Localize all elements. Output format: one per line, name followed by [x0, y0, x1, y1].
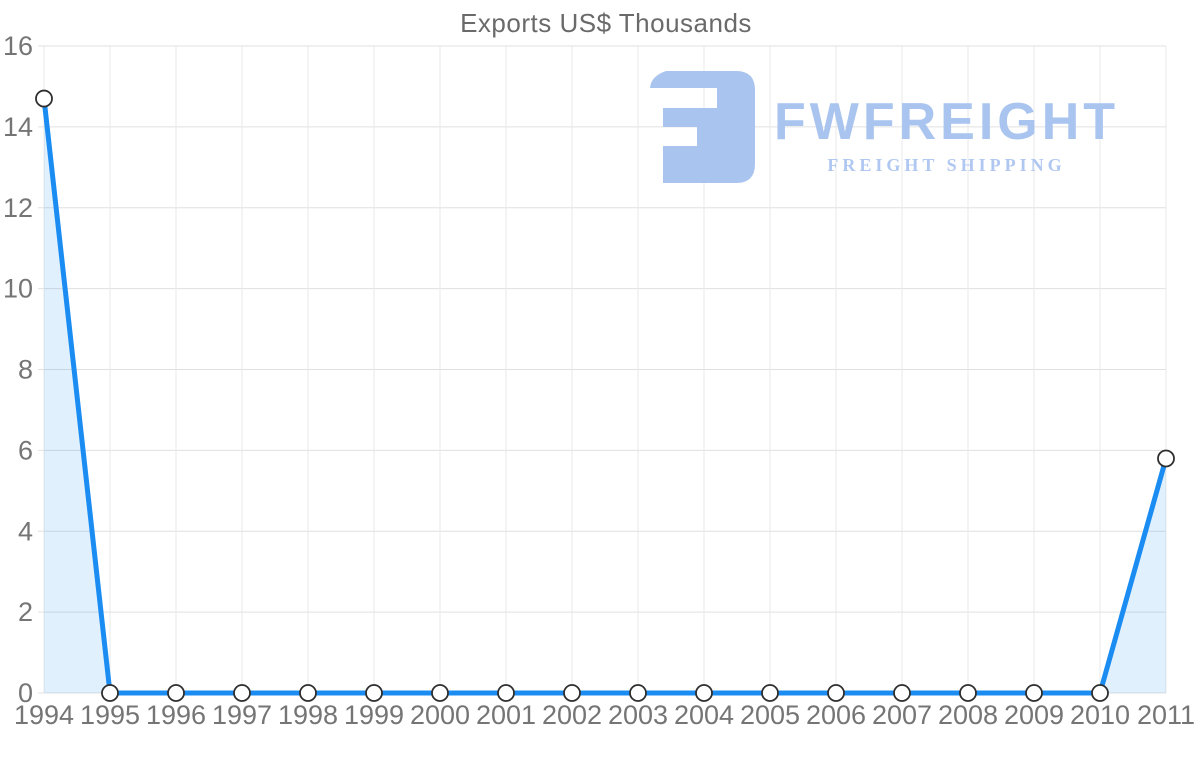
x-tick-label: 1996	[146, 700, 206, 730]
logo-brand-text: FWFREIGHT	[774, 93, 1120, 151]
x-tick-label: 2009	[1004, 700, 1064, 730]
x-tick-label: 1994	[14, 700, 74, 730]
data-point-2002[interactable]	[563, 684, 581, 702]
series-line	[41, 96, 1169, 696]
data-point-1996[interactable]	[167, 684, 185, 702]
data-point-2006[interactable]	[827, 684, 845, 702]
y-tick-label: 8	[18, 355, 33, 385]
fwfreight-logo-icon	[650, 71, 755, 183]
data-point-1994[interactable]	[35, 89, 53, 108]
fwfreight-logo: FWFREIGHT FREIGHT SHIPPING	[648, 70, 1119, 184]
x-tick-label: 2000	[410, 700, 470, 730]
data-point-2010[interactable]	[1091, 684, 1109, 702]
data-point-2008[interactable]	[959, 684, 977, 702]
data-point-2011[interactable]	[1157, 449, 1175, 468]
data-point-2005[interactable]	[761, 684, 779, 702]
data-point-2007[interactable]	[893, 684, 911, 702]
y-tick-label: 4	[18, 516, 33, 546]
x-tick-label: 2003	[608, 700, 668, 730]
y-tick-label: 10	[3, 274, 33, 304]
x-tick-label: 2005	[740, 700, 800, 730]
y-tick-label: 0	[18, 678, 33, 708]
data-point-2000[interactable]	[431, 684, 449, 702]
x-tick-label: 2004	[674, 700, 734, 730]
data-point-1999[interactable]	[365, 684, 383, 702]
series-area-fill	[44, 98, 1166, 694]
x-tick-label: 2006	[806, 700, 866, 730]
x-tick-label: 2001	[476, 700, 536, 730]
data-point-2009[interactable]	[1025, 684, 1043, 702]
x-tick-label: 1997	[212, 700, 272, 730]
y-tick-label: 2	[18, 597, 33, 627]
y-tick-label: 14	[3, 112, 33, 142]
y-tick-label: 6	[18, 435, 33, 465]
data-point-1997[interactable]	[233, 684, 251, 702]
x-tick-label: 2002	[542, 700, 602, 730]
chart-title: Exports US$ Thousands	[460, 8, 752, 38]
x-tick-label: 1995	[80, 700, 140, 730]
data-point-2004[interactable]	[695, 684, 713, 702]
data-point-1995[interactable]	[101, 684, 119, 702]
x-tick-label: 2011	[1137, 700, 1195, 730]
x-tick-label: 1998	[278, 700, 338, 730]
data-point-2003[interactable]	[629, 684, 647, 702]
logo-text-block: FWFREIGHT FREIGHT SHIPPING	[774, 70, 1119, 176]
y-tick-label: 12	[3, 193, 33, 223]
x-tick-label: 1999	[344, 700, 404, 730]
x-tick-label: 2008	[938, 700, 998, 730]
logo-tagline-text: FREIGHT SHIPPING	[827, 155, 1066, 175]
y-tick-label: 16	[3, 31, 33, 61]
data-point-1998[interactable]	[299, 684, 317, 702]
data-point-2001[interactable]	[497, 684, 515, 702]
x-tick-label: 2007	[872, 700, 932, 730]
x-tick-label: 2010	[1070, 700, 1130, 730]
